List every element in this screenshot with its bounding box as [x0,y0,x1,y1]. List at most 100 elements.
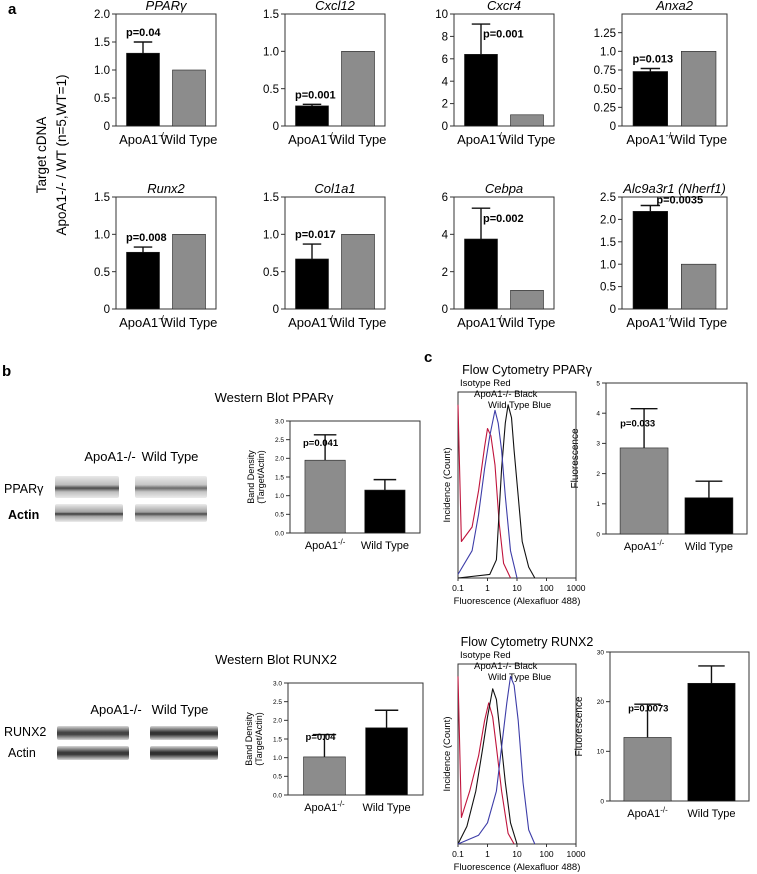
chart-western-blot-runx2: 0.0 0.5 1.0 1.5 2.0 2.5 3.0 ApoA1-/- Wild Type p=… [244,680,424,814]
hist_runx2-xlabel: Fluorescence (Alexafluor 488) [454,862,581,873]
alc9a3r1-ytick-label: 2.5 [600,192,616,204]
alc9a3r1-category-label: ApoA1-/- [626,314,674,330]
runx2-pvalue: p=0.008 [126,232,167,244]
wb_pparg-ytick-label: 0.5 [275,512,284,519]
hist_runx2-title: Flow Cytometry RUNX2 [461,635,594,649]
hist_pparg-xtick-label: 0.1 [452,583,464,593]
runx2-plot-frame [115,196,217,310]
fc_runx2-ytick-label: 20 [597,699,605,706]
cebpa-category-label: Wild Type [499,315,556,330]
wb_pparg-ytick-label: 2.0 [275,456,284,463]
wb_runx2-ytick-label: 1.0 [273,755,282,762]
wb_pparg-ytick-label: 3.0 [275,418,284,425]
panel-label-a: a [8,1,17,18]
pparg-ytick-label: 0.5 [94,93,110,105]
fc_pparg-plot-frame [605,382,748,535]
blot-runx2-col1-label: ApoA1-/- [90,702,141,717]
cxcr4-ytick-label: 0 [442,121,448,133]
anxa2-ytick-label: 0.75 [594,65,616,77]
fc_pparg-category-label: ApoA1-/- [624,538,665,553]
pparg-bar-apoa1 [126,52,160,127]
blot-runx2-wt-target-band [150,726,218,740]
alc9a3r1-category-label: Wild Type [670,315,727,330]
chart-western-blot-pparg: 0.0 0.5 1.0 1.5 2.0 2.5 3.0 ApoA1-/- Wild Type p=… [246,418,421,552]
wb_pparg-pvalue: p=0.041 [303,438,339,449]
hist_runx2-legend-item: Isotype Red [460,650,511,661]
anxa2-bar-apoa1 [632,71,668,127]
hist_runx2-series-isotype [457,676,515,845]
wb_runx2-ytick-label: 3.0 [273,680,282,687]
cebpa-ytick-label: 2 [442,267,448,279]
cebpa-pvalue: p=0.002 [483,213,524,225]
chart-col1a1: 0 0.5 1.0 1.5 ApoA1-/-Wild Type p=0.017 Col1a1 [263,181,386,330]
wb_pparg-bar-wildtype [364,489,406,534]
col1a1-title: Col1a1 [314,181,355,196]
col1a1-pvalue: p=0.017 [295,229,336,241]
cxcl12-bar-wildtype [341,51,375,127]
cebpa-category-label: ApoA1-/- [457,314,505,330]
panel-label-c: c [424,349,432,366]
runx2-bar-wildtype [172,234,206,310]
blot-runx2-row2-label: Actin [8,746,36,760]
wb_runx2-ytick-label: 1.5 [273,736,282,743]
cebpa-ytick-label: 0 [442,304,448,316]
cebpa-bar-wildtype [510,290,544,310]
fc_runx2-ytick-label: 30 [597,649,605,656]
runx2-category-label: Wild Type [161,315,218,330]
runx2-ytick-label: 1.0 [94,229,110,241]
alc9a3r1-ytick-label: 1.5 [600,237,616,249]
hist_runx2-legend-item: Wild Type Blue [488,672,551,683]
wb_runx2-ytick-label: 0.0 [273,792,282,799]
cxcr4-ytick-label: 6 [442,54,448,66]
histogram-runx2: Flow Cytometry RUNX2 0.1 1 10 100 1000 Fluores… [442,635,593,873]
chart-cxcl12: 0 0.5 1.0 1.5 ApoA1-/-Wild Type p=0.001 Cxcl12 [263,0,386,147]
hist_runx2-legend-item: ApoA1-/- Black [474,661,538,672]
alc9a3r1-ytick-label: 0.5 [600,282,616,294]
cebpa-ytick-label: 4 [442,229,449,241]
alc9a3r1-plot-frame [621,196,728,310]
anxa2-category-label: Wild Type [670,132,727,147]
fc_pparg-ytick-label: 2 [596,471,600,478]
wb_runx2-category-label: ApoA1-/- [304,799,345,814]
hist_pparg-xtick-label: 10 [512,583,522,593]
chart-anxa2: 0 0.25 0.50 0.75 1.0 1.25 ApoA1-/-Wild Type p=0… [594,0,728,147]
anxa2-ytick-label: 1.25 [594,28,616,40]
col1a1-category-label: ApoA1-/- [288,314,336,330]
blot-pparg-labels: ApoA1-/- Wild Type PPARγ Actin [4,449,198,522]
fc_pparg-bar-apoa1 [619,447,669,535]
cxcr4-category-label: ApoA1-/- [457,131,505,147]
hist_pparg-legend-item: ApoA1-/- Black [474,389,538,400]
chart-cxcr4: 0 2 4 6 8 10 ApoA1-/-Wild Type p=0.001 Cxcr4 [435,0,555,147]
fc_pparg-ytick-label: 0 [596,531,600,538]
cxcr4-title: Cxcr4 [487,0,521,13]
cebpa-ytick-label: 6 [442,192,448,204]
col1a1-plot-frame [284,196,386,310]
col1a1-bar-apoa1 [295,258,329,310]
cxcr4-bar-wildtype [510,114,544,127]
hist_pparg-legend-item: Isotype Red [460,378,511,389]
hist_pparg-xtick-label: 1000 [567,583,586,593]
wb_pparg-ytick-label: 2.5 [275,437,284,444]
fc_runx2-plot-frame [609,651,750,802]
hist_pparg-xtick-label: 1 [485,583,490,593]
histogram-pparg: Flow Cytometry PPARγ 0.1 1 10 100 1000 Fluores… [442,363,593,607]
hist_runx2-xtick-label: 0.1 [452,849,464,859]
cxcl12-category-label: Wild Type [330,132,387,147]
cxcr4-plot-frame [453,13,555,127]
fc_pparg-bar-wildtype [684,497,734,535]
alc9a3r1-bar-apoa1 [632,211,668,310]
fc_runx2-category-label: Wild Type [687,808,735,820]
hist_runx2-plot-frame [457,663,577,845]
pparg-ytick-label: 0 [104,121,110,133]
blot-pparg-ko-target-band [55,476,119,498]
pparg-category-label: Wild Type [161,132,218,147]
fc_pparg-ytick-label: 1 [596,501,600,508]
pparg-title: PPARγ [146,0,188,13]
blot-pparg-ko-actin-band [55,504,123,522]
blot-runx2-ko-actin-band [57,746,129,760]
hist_runx2-ylabel: Incidence (Count) [442,717,453,792]
hist_runx2-xtick-label: 100 [539,849,553,859]
col1a1-ytick-label: 0 [273,304,279,316]
fc_pparg-ytick-label: 4 [596,411,600,418]
